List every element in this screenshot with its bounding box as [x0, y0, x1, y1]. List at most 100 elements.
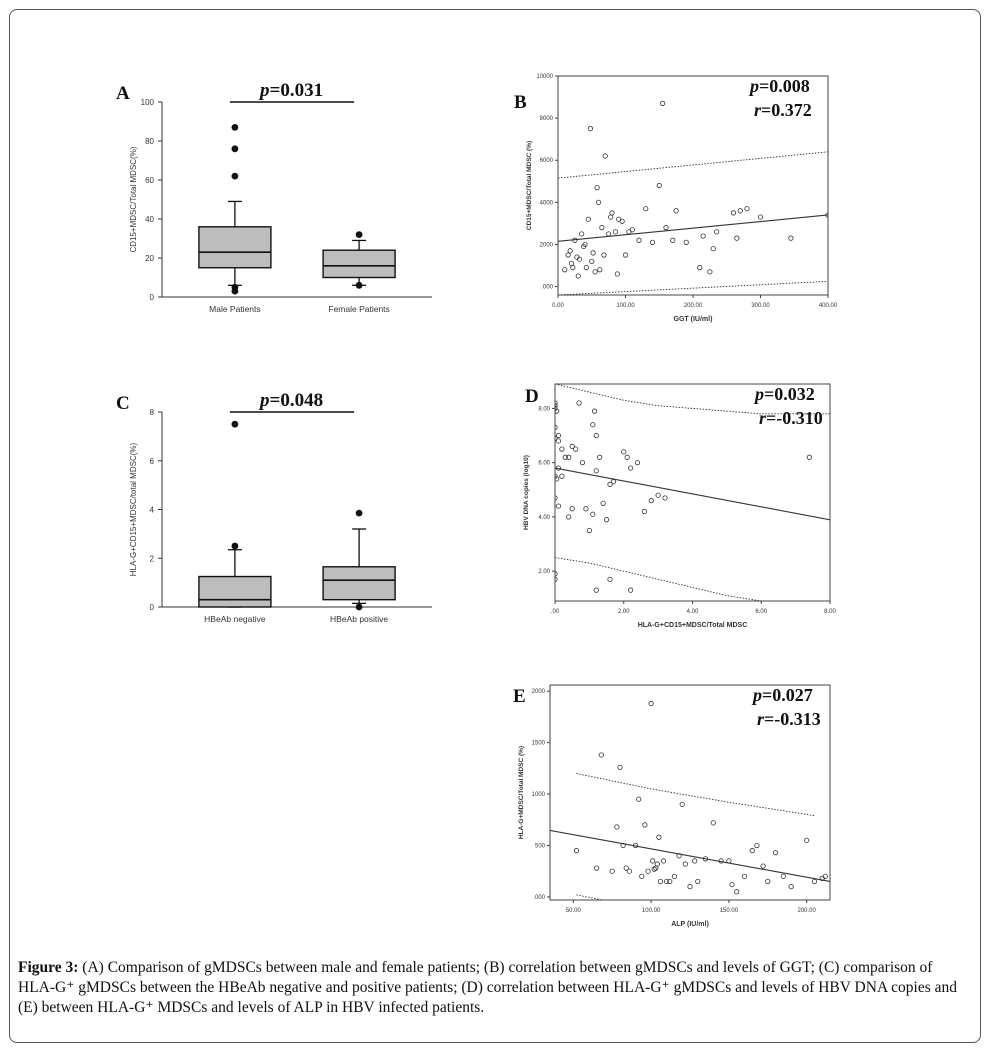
data-point — [710, 820, 716, 826]
plot-area-b — [558, 100, 828, 295]
data-point — [670, 237, 676, 243]
data-point — [657, 878, 664, 885]
data-point — [569, 443, 575, 449]
x-axis-title-b: GGT (IU/ml) — [674, 316, 713, 323]
data-point — [634, 460, 641, 466]
data-point — [593, 432, 599, 439]
data-point — [707, 269, 713, 275]
y-axis-title-e: HLA-G+MDSC/Total MDSC (%) — [518, 746, 525, 839]
data-point — [636, 796, 642, 802]
data-point — [575, 273, 581, 279]
data-point — [667, 878, 673, 885]
outlier-point — [355, 231, 363, 239]
chart-d: D .00 2.00 4.00 6.00 8.00 2.00 4.00 6.00 8.00 HLA-… — [523, 383, 836, 629]
box-2 — [322, 249, 396, 279]
chart-a: A 0 20 40 60 80 100 CD15+MDSC/Total MDSC(%) Male… — [116, 80, 432, 314]
data-point — [687, 884, 693, 890]
data-point — [623, 865, 629, 871]
data-point — [583, 265, 589, 271]
y-tick-label-d: 6.00 — [538, 461, 550, 467]
y-tick-label-d: 4.00 — [538, 515, 550, 521]
data-point — [607, 576, 613, 582]
panel-label-e: E — [513, 686, 526, 707]
data-point — [555, 435, 558, 441]
panel-c: C 0 2 4 6 8 HLA-G+CD15+MDSC/total MDSC(%) HBeAb… — [110, 385, 440, 635]
data-point — [656, 182, 662, 189]
outlier-point — [231, 420, 239, 428]
data-point — [555, 465, 562, 471]
confidence-band-lower-e — [576, 894, 605, 900]
y-tick-label-a: 20 — [145, 254, 154, 263]
data-point — [597, 267, 603, 273]
outlier-point — [231, 542, 239, 550]
p-value-d: p=0.032 — [753, 384, 815, 404]
panel-b: B 0.00 100.00 200.00 300.00 400.00 .000 2000 400… — [510, 70, 840, 330]
data-point — [555, 432, 562, 439]
data-point — [577, 256, 583, 262]
data-point — [597, 454, 603, 460]
data-point — [654, 861, 660, 867]
data-point — [629, 227, 635, 233]
data-point — [729, 881, 735, 888]
y-tick-label-e: 1500 — [532, 741, 546, 747]
x-axis-title-d: HLA-G+CD15+MDSC/Total MDSC — [638, 622, 748, 629]
data-point — [568, 260, 575, 267]
p-value-b: p=0.008 — [748, 76, 810, 96]
y-tick-label-b: 4000 — [540, 200, 554, 206]
y-tick-label-c: 4 — [150, 506, 155, 515]
data-point — [695, 878, 701, 885]
data-point — [642, 822, 648, 828]
regression-line-b — [558, 214, 828, 242]
data-point — [645, 868, 651, 874]
data-point — [643, 206, 649, 212]
data-point — [632, 842, 639, 849]
plot-area-e — [550, 700, 830, 900]
panel-label-a: A — [116, 83, 130, 104]
data-point — [664, 878, 670, 885]
regression-line-e — [550, 829, 830, 883]
data-point — [594, 185, 600, 191]
data-point — [649, 239, 656, 245]
y-tick-label-c: 6 — [150, 457, 155, 466]
data-point — [566, 514, 572, 520]
data-point — [593, 587, 599, 593]
data-point — [788, 235, 794, 241]
data-point — [555, 403, 558, 409]
data-point — [555, 576, 558, 582]
data-point — [754, 842, 760, 849]
y-tick-label-b: 6000 — [540, 158, 554, 164]
data-point — [617, 764, 623, 770]
data-point — [655, 492, 661, 498]
data-point — [650, 858, 656, 864]
data-point — [648, 700, 654, 707]
data-point — [555, 503, 562, 509]
y-tick-label-e: 1000 — [532, 792, 546, 798]
data-point — [734, 235, 740, 241]
data-point — [565, 252, 571, 258]
y-axis-title-d: HBV DNA copies (log10) — [523, 455, 530, 530]
y-axis-title-c: HLA-G+CD15+MDSC/total MDSC(%) — [129, 442, 138, 576]
confidence-band-upper-d — [555, 384, 830, 415]
y-tick-label-b: 8000 — [540, 116, 554, 122]
confidence-band-upper-b — [558, 151, 828, 179]
y-tick-label-d: 8.00 — [538, 406, 550, 412]
data-point — [610, 479, 617, 485]
data-point — [555, 405, 558, 412]
data-point — [586, 527, 592, 534]
panel-d: D .00 2.00 4.00 6.00 8.00 2.00 4.00 6.00 8.00 HLA-… — [510, 380, 840, 640]
panel-label-c: C — [116, 393, 130, 414]
data-point — [639, 873, 645, 879]
x-tick-label-e: 100.00 — [642, 908, 661, 914]
data-point — [598, 752, 604, 758]
data-point — [811, 878, 818, 885]
outlier-point — [355, 281, 363, 289]
data-point — [737, 208, 743, 214]
outlier-point — [231, 145, 239, 153]
data-point — [697, 265, 703, 271]
x-tick-label-b: 300.00 — [751, 303, 770, 309]
plot-area-d — [555, 384, 830, 601]
plot-frame-e — [549, 684, 831, 901]
data-point — [620, 842, 626, 849]
x-tick-label-e: 150.00 — [720, 908, 739, 914]
data-point — [609, 868, 615, 874]
